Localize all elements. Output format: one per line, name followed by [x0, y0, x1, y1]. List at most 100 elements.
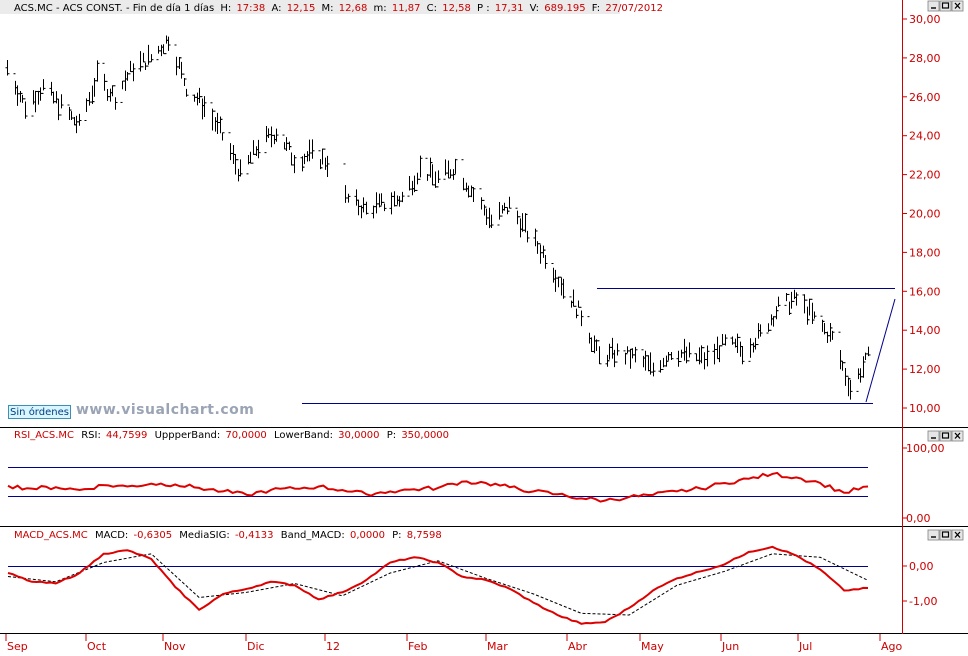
close-icon	[954, 432, 961, 439]
separator-text: -	[126, 3, 133, 14]
h-label: H:	[220, 3, 231, 14]
c-label: C:	[427, 3, 437, 14]
f-value: 27/07/2012	[605, 3, 663, 14]
x-tick-label: Feb	[408, 640, 427, 652]
price-bar	[740, 346, 745, 365]
price-bar	[131, 63, 136, 82]
price-bar	[866, 346, 871, 357]
maximize-icon	[941, 2, 950, 9]
price-bar	[77, 113, 82, 126]
svg-text:ACS.MC - ACS: ACS.MC - ACS CONST. - Fin de día 1 días …	[14, 2, 663, 14]
price-bar	[794, 292, 799, 306]
x-tick-label: 12	[326, 640, 340, 652]
macd-period-label: P:	[392, 530, 401, 541]
y-tick-label: 16,00	[909, 285, 941, 298]
price-y-axis: 30,00 28,00 26,00 24,00 22,00 20,00 18,00 16,00…	[902, 13, 941, 415]
price-bar	[525, 213, 530, 243]
macd-signal-line	[7, 553, 869, 616]
price-bar	[292, 155, 297, 174]
f-label: F:	[592, 3, 600, 14]
price-bar	[364, 201, 369, 215]
rsi-label: RSI:	[81, 430, 101, 441]
y-tick-label: 30,00	[909, 13, 941, 26]
v-value: 689.195	[544, 3, 585, 14]
y-tick-label: -1,00	[909, 595, 937, 608]
instrument-name: ACS CONST.	[63, 3, 123, 14]
x-tick-label: Abr	[568, 640, 588, 652]
maximize-icon	[941, 432, 950, 439]
rsi-close-button[interactable]	[951, 430, 964, 442]
price-bar	[758, 324, 763, 337]
p-label: P :	[477, 3, 490, 14]
y-tick-label: 26,00	[909, 91, 941, 104]
price-panel[interactable]	[0, 0, 902, 427]
price-minimize-button[interactable]	[927, 0, 940, 12]
price-bar	[418, 155, 423, 180]
m-label: M:	[322, 3, 334, 14]
y-tick-label: 100,00	[906, 442, 945, 455]
price-bar	[651, 362, 656, 377]
x-tick-label: Sep	[7, 640, 28, 652]
orders-button[interactable]: Sin órdenes	[8, 405, 71, 419]
macd-close-button[interactable]	[951, 529, 964, 541]
x-tick-label: Mar	[487, 640, 508, 652]
rsi-minimize-button[interactable]	[927, 430, 940, 442]
svg-text:MACD_ACS.MC MACD:: MACD_ACS.MC MACD: -0,6305 MediaSIG: -0,4…	[14, 530, 442, 541]
price-bar	[274, 128, 279, 142]
price-bar	[220, 118, 225, 141]
price-maximize-button[interactable]	[939, 0, 952, 12]
price-bar	[149, 54, 154, 63]
lower-band-value: 30,0000	[338, 430, 379, 441]
svg-text:RSI_ACS.MC RSI:: RSI_ACS.MC RSI: 44,7599 UppperBand: 70,0…	[14, 430, 449, 441]
maximize-icon	[941, 531, 950, 538]
rsi-maximize-button[interactable]	[939, 430, 952, 442]
macd-maximize-button[interactable]	[939, 529, 952, 541]
price-bar	[256, 139, 261, 159]
macd-minimize-button[interactable]	[927, 529, 940, 541]
price-bar	[597, 340, 602, 365]
watermark: www.visualchart.com	[76, 402, 255, 418]
close-icon	[954, 2, 961, 9]
price-bar	[95, 60, 100, 82]
rsi-period-label: P:	[387, 430, 396, 441]
macd-plot	[7, 545, 869, 625]
window-controls	[927, 0, 964, 541]
y-tick-label: 28,00	[909, 52, 941, 65]
separator-text: -	[56, 3, 63, 14]
price-close-button[interactable]	[951, 0, 964, 12]
interval-text: Fin de día 1 días	[133, 2, 214, 14]
price-bar	[166, 36, 171, 51]
price-bar	[400, 191, 405, 203]
y-tick-label: 18,00	[909, 246, 941, 259]
price-bar	[669, 352, 674, 360]
signal-label: MediaSIG:	[179, 530, 229, 541]
price-bar	[325, 155, 330, 178]
price-bar	[453, 158, 458, 176]
price-bar	[489, 214, 494, 228]
macd-y-axis: 0,00 -1,00	[902, 560, 937, 608]
macd-panel[interactable]	[0, 527, 902, 633]
price-bar	[184, 78, 189, 97]
min-label: m:	[374, 3, 387, 14]
price-header: ACS.MC - ACS CONST. - Fin de día 1 días …	[0, 0, 663, 14]
rsi-plot	[7, 467, 869, 503]
upper-band-value: 70,0000	[225, 430, 266, 441]
y-tick-label: 0,00	[906, 512, 931, 525]
price-bar	[543, 249, 548, 269]
price-bar	[579, 306, 584, 327]
price-bar	[59, 94, 64, 116]
y-tick-label: 10,00	[909, 402, 941, 415]
h-value: 17:38	[236, 3, 265, 14]
rsi-period-value: 350,0000	[401, 430, 449, 441]
rsi-value: 44,7599	[106, 430, 147, 441]
price-bar	[615, 343, 620, 363]
macd-value: -0,6305	[134, 530, 173, 541]
price-bar	[848, 378, 853, 400]
price-bar	[830, 327, 835, 340]
lower-band-label: LowerBand:	[274, 430, 333, 441]
rising-trendline[interactable]	[865, 298, 896, 403]
x-tick-label: Oct	[87, 640, 107, 652]
rsi-panel[interactable]	[0, 428, 902, 526]
rsi-name: RSI_ACS.MC	[14, 430, 74, 441]
